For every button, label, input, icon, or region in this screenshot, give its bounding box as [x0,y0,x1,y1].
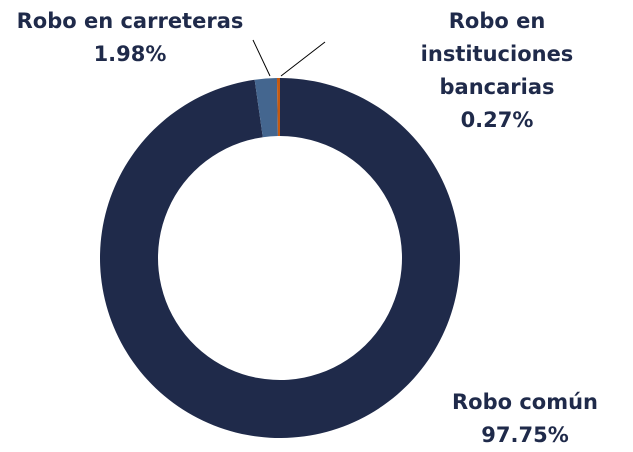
slice-label: Robo en instituciones bancarias 0.27% [367,5,627,137]
category-label: Robo en instituciones bancarias [420,9,574,99]
donut-slice [254,78,278,138]
slice-label: Robo en carreteras 1.98% [0,5,260,71]
value-label: 0.27% [460,108,534,132]
category-label: Robo común [451,390,599,414]
value-label: 1.98% [93,42,167,66]
donut-slice [99,78,460,438]
value-label: 97.75% [481,423,569,447]
slice-label: Robo común 97.75% [435,386,615,452]
donut-slice [276,78,280,137]
leader-line [280,41,326,77]
category-label: Robo en carreteras [16,9,244,33]
leader-line [252,39,271,77]
